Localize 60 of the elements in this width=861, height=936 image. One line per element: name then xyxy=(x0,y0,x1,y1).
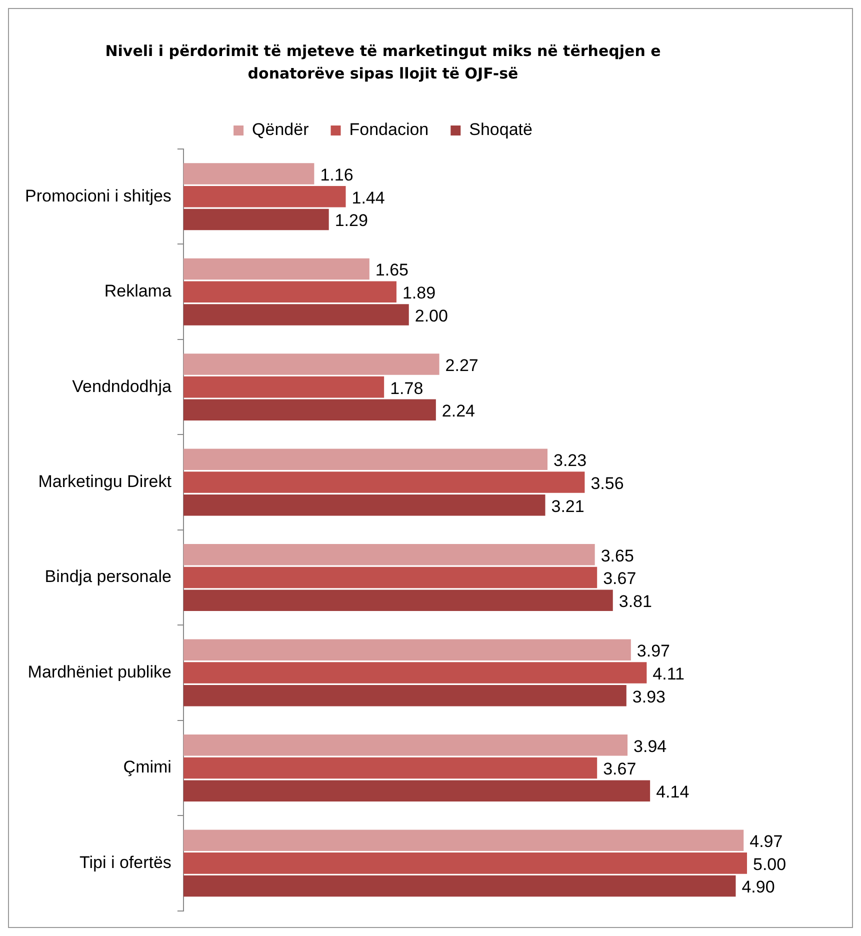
bar xyxy=(183,281,396,302)
data-label: 5.00 xyxy=(753,854,786,874)
data-label: 3.97 xyxy=(636,642,670,661)
bar xyxy=(183,590,613,611)
bar xyxy=(183,757,598,779)
bar xyxy=(183,376,384,398)
data-label: 4.97 xyxy=(750,832,783,852)
data-label: 1.65 xyxy=(375,260,409,280)
bar xyxy=(183,494,546,516)
bar xyxy=(183,258,370,280)
data-label: 3.56 xyxy=(590,474,624,493)
data-label: 1.78 xyxy=(390,378,424,398)
data-label: 2.24 xyxy=(442,402,476,421)
bar xyxy=(183,186,346,208)
bar xyxy=(183,566,598,588)
data-label: 3.67 xyxy=(603,760,636,779)
y-tick-label: Mardhëniet publike xyxy=(28,662,172,682)
bar xyxy=(183,304,409,326)
bar xyxy=(183,163,314,184)
chart-title: Niveli i përdorimit të mjeteve të marketingut miks në tërheqjen e donatorëve sipas llojit të OJF-së xyxy=(105,42,661,83)
y-tick-label: Reklama xyxy=(104,282,172,301)
data-label: 3.94 xyxy=(634,736,667,756)
legend-label: Fondacion xyxy=(349,120,429,140)
legend-label: Shoqatë xyxy=(469,120,532,140)
data-label: 3.23 xyxy=(554,451,587,470)
data-label: 2.27 xyxy=(445,356,478,375)
data-label: 3.65 xyxy=(600,546,634,566)
data-label: 4.90 xyxy=(742,878,775,897)
bar xyxy=(183,734,628,756)
y-tick-label: Vendndodhja xyxy=(72,376,172,396)
bar xyxy=(183,852,747,874)
bar xyxy=(183,830,744,851)
legend-label: Qëndër xyxy=(252,120,310,140)
bar xyxy=(183,544,595,566)
bar xyxy=(183,684,626,706)
bar xyxy=(183,354,440,375)
data-label: 3.81 xyxy=(618,592,652,612)
y-tick-label: Çmimi xyxy=(123,758,172,777)
data-label: 1.16 xyxy=(320,165,354,184)
data-label: 3.21 xyxy=(551,496,584,516)
y-tick-label: Promocioni i shitjes xyxy=(24,186,172,206)
bar xyxy=(183,639,631,661)
data-label: 3.93 xyxy=(632,687,666,706)
bar xyxy=(183,472,585,493)
data-label: 1.89 xyxy=(402,284,436,303)
bar xyxy=(183,780,650,802)
bar xyxy=(183,662,647,684)
data-label: 1.29 xyxy=(334,211,368,230)
y-tick-label: Bindja personale xyxy=(44,567,172,586)
bar xyxy=(183,399,436,421)
data-label: 4.14 xyxy=(656,782,690,802)
data-label: 1.44 xyxy=(352,188,385,208)
data-label: 2.00 xyxy=(414,306,448,326)
data-label: 4.11 xyxy=(652,664,685,684)
y-tick-label: Tipi i ofertës xyxy=(79,852,172,872)
bar xyxy=(183,875,736,897)
data-label: 3.67 xyxy=(603,569,636,588)
bar xyxy=(183,448,548,470)
y-tick-label: Marketingu Direkt xyxy=(38,472,172,491)
bar xyxy=(183,208,329,230)
